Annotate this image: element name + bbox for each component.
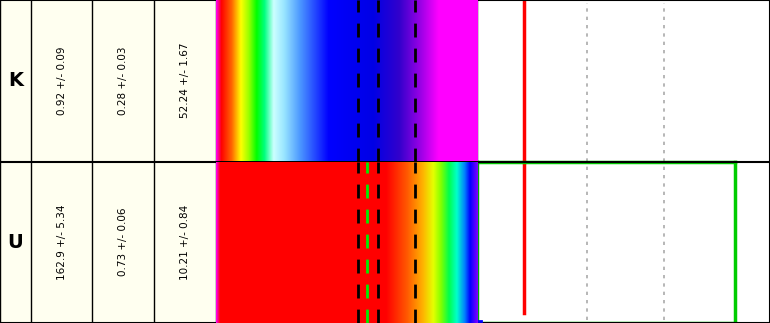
- Bar: [0, 0, 31, 162]
- Text: 0.28 +/- 0.03: 0.28 +/- 0.03: [119, 47, 128, 115]
- Bar: [154, 0, 216, 162]
- Bar: [92, 162, 154, 323]
- Text: 162.9 +/- 5.34: 162.9 +/- 5.34: [57, 204, 66, 280]
- Text: 52.24 +/- 1.67: 52.24 +/- 1.67: [180, 43, 189, 119]
- Text: 0.92 +/- 0.09: 0.92 +/- 0.09: [57, 47, 66, 115]
- Bar: [477, 0, 770, 162]
- Bar: [154, 162, 216, 323]
- Bar: [92, 0, 154, 162]
- Text: 0.73 +/- 0.06: 0.73 +/- 0.06: [119, 208, 128, 276]
- Text: 10.21 +/- 0.84: 10.21 +/- 0.84: [180, 205, 189, 280]
- Bar: [31, 162, 92, 323]
- Text: K: K: [8, 71, 23, 90]
- Bar: [477, 162, 770, 323]
- Bar: [31, 0, 92, 162]
- Bar: [0, 162, 31, 323]
- Text: U: U: [8, 233, 23, 252]
